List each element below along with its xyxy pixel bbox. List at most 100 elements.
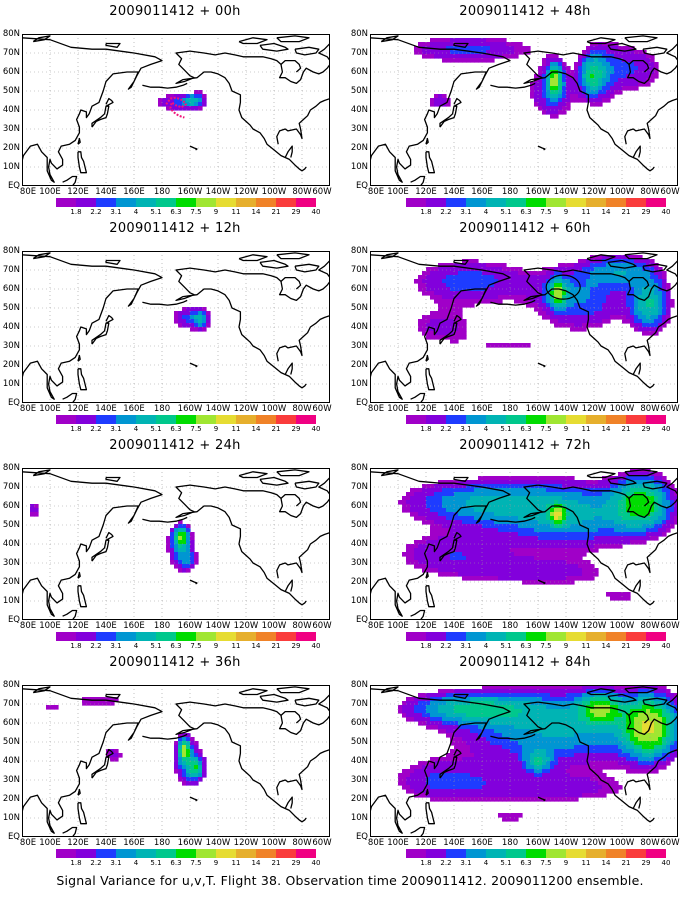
colorbar-label: 5.1	[500, 642, 512, 650]
map-svg	[22, 685, 330, 837]
colorbar-label: 3.1	[110, 208, 122, 216]
y-tick-label: 10N	[2, 813, 20, 823]
y-tick-label: 50N	[350, 86, 368, 96]
colorbar-swatch	[136, 198, 156, 207]
colorbar-label: 9	[563, 425, 569, 433]
x-tick-label: 80E	[19, 404, 37, 414]
colorbar-label: 1.8	[70, 208, 82, 216]
x-tick-label: 60W	[312, 838, 332, 848]
colorbar-swatch	[406, 415, 426, 424]
panel-title: 2009011412 + 00h	[109, 4, 241, 19]
x-tick-label: 80E	[19, 838, 37, 848]
x-tick-label: 140E	[95, 838, 117, 848]
colorbar-swatch	[486, 415, 506, 424]
colorbar-label: 7.5	[190, 425, 202, 433]
colorbar-swatch	[236, 632, 256, 641]
y-axis-labels: EQ 10N 20N 30N 40N 50N 60N 70N 80N	[348, 680, 368, 842]
colorbar-swatch	[236, 415, 256, 424]
x-tick-label: 160W	[525, 621, 551, 631]
colorbar-swatch	[606, 198, 626, 207]
map-frame	[22, 468, 330, 620]
colorbar-swatch	[426, 198, 446, 207]
colorbar-label: 29	[291, 642, 301, 650]
colorbar-swatch	[606, 415, 626, 424]
x-tick-label: 120W	[581, 838, 607, 848]
colorbar-swatch	[626, 632, 646, 641]
x-tick-label: 100E	[39, 621, 61, 631]
colorbar-label: 4	[133, 208, 139, 216]
x-axis-labels: 80E 100E 120E 140E 160E 180 160W 140W 120W 100W 80…	[368, 187, 680, 199]
x-tick-label: 140W	[205, 621, 231, 631]
y-tick-label: 60N	[350, 501, 368, 511]
colorbar-swatch	[546, 632, 566, 641]
colorbar-swatch	[76, 632, 96, 641]
map-svg	[22, 251, 330, 403]
colorbar-swatch	[406, 849, 426, 858]
colorbar-swatch	[446, 415, 466, 424]
y-tick-label: 10N	[2, 379, 20, 389]
x-tick-label: 80E	[367, 621, 385, 631]
map-plot	[370, 468, 678, 620]
colorbar-swatch	[426, 415, 446, 424]
y-tick-label: 80N	[2, 246, 20, 256]
y-tick-label: 50N	[350, 737, 368, 747]
y-tick-label: 80N	[350, 29, 368, 39]
x-tick-label: 100W	[261, 404, 287, 414]
y-tick-label: 80N	[350, 463, 368, 473]
forecast-panel: 2009011412 + 12h EQ 10N 20N 30N 40N 50N 60N 70N 8…	[0, 217, 350, 437]
y-tick-label: 70N	[2, 699, 20, 709]
lat-lon-grid	[370, 251, 678, 403]
x-tick-label: 180	[501, 838, 519, 848]
y-tick-label: 50N	[350, 303, 368, 313]
colorbar-swatch	[76, 198, 96, 207]
x-tick-label: 160W	[177, 187, 203, 197]
colorbar-label: 21	[271, 425, 281, 433]
y-tick-label: 70N	[350, 482, 368, 492]
forecast-panel: 2009011412 + 84h EQ 10N 20N 30N 40N 50N 60N 70N 8…	[350, 651, 700, 871]
y-tick-label: 30N	[2, 775, 20, 785]
map-plot	[370, 685, 678, 837]
colorbar-swatch	[56, 632, 76, 641]
colorbar-label: 4	[483, 642, 489, 650]
colorbar-swatch	[116, 632, 136, 641]
x-tick-label: 80W	[292, 838, 312, 848]
map-frame	[22, 685, 330, 837]
y-tick-label: 80N	[2, 463, 20, 473]
forecast-panel: 2009011412 + 24h EQ 10N 20N 30N 40N 50N 60N 70N 8…	[0, 434, 350, 654]
y-tick-label: 50N	[2, 737, 20, 747]
x-tick-label: 100W	[609, 621, 635, 631]
x-tick-label: 120E	[415, 404, 437, 414]
colorbar-label: 14	[251, 642, 261, 650]
colorbar-swatch	[56, 198, 76, 207]
y-tick-label: 60N	[2, 501, 20, 511]
colorbar-label: 3.1	[110, 425, 122, 433]
colorbar-label: 7.5	[190, 208, 202, 216]
y-tick-label: 20N	[350, 360, 368, 370]
colorbar-label: 2.2	[440, 642, 452, 650]
y-tick-label: 50N	[350, 520, 368, 530]
colorbar-swatch	[466, 632, 486, 641]
colorbar-label: 9	[213, 208, 219, 216]
map-plot	[22, 251, 330, 403]
colorbar-swatch	[176, 849, 196, 858]
colorbar-swatch	[586, 632, 606, 641]
x-tick-label: 160E	[471, 621, 493, 631]
y-tick-label: EQ	[355, 181, 368, 191]
x-tick-label: 140W	[553, 187, 579, 197]
colorbar	[406, 849, 666, 858]
colorbar-label: 40	[661, 208, 671, 216]
colorbar-label: 40	[311, 859, 321, 867]
x-tick-label: 60W	[660, 187, 680, 197]
colorbar-swatch	[606, 849, 626, 858]
colorbar-label: 2.2	[90, 425, 102, 433]
x-tick-label: 160E	[471, 404, 493, 414]
colorbar-swatch	[646, 632, 666, 641]
colorbar-swatch	[136, 632, 156, 641]
x-tick-label: 140W	[553, 404, 579, 414]
colorbar-swatch	[506, 849, 526, 858]
colorbar-label: 29	[291, 859, 301, 867]
colorbar-label: 3.1	[460, 208, 472, 216]
y-tick-label: 80N	[2, 680, 20, 690]
colorbar-label: 6.3	[520, 859, 532, 867]
x-tick-label: 120W	[581, 404, 607, 414]
